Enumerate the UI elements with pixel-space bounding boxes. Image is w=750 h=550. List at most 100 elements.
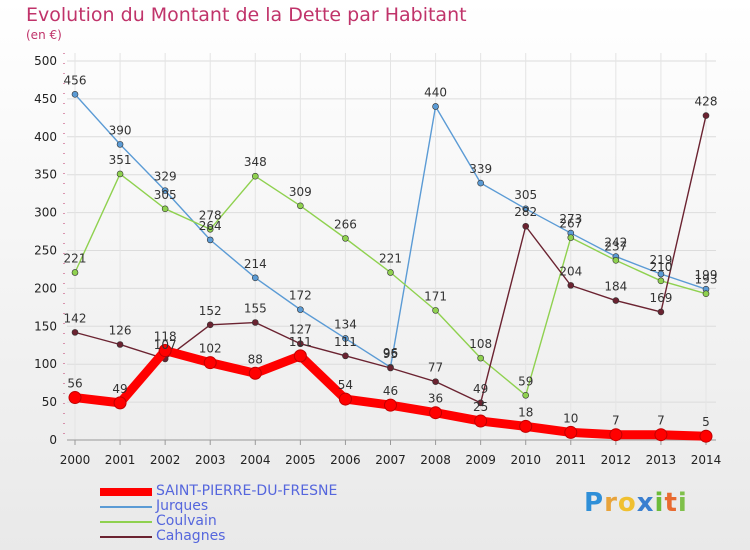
data-point-cahagnes [206, 321, 214, 329]
data-label-saint-pierre-du-fresne: 10 [563, 411, 578, 425]
y-tick-label: 50 [42, 395, 57, 409]
y-tick-label: 350 [34, 168, 57, 182]
data-label-jurques: 264 [199, 219, 222, 233]
data-point-jurques [71, 91, 79, 98]
data-label-jurques: 390 [109, 123, 132, 137]
y-tick-label: 450 [34, 92, 57, 106]
data-label-jurques: 305 [514, 188, 537, 202]
data-point-coulvain [567, 234, 575, 241]
data-label-coulvain: 351 [109, 153, 132, 167]
x-tick-label: 2005 [285, 453, 316, 467]
data-point-jurques [342, 335, 349, 342]
proxiti-logo: Proxiti [584, 488, 688, 518]
data-label-saint-pierre-du-fresne: 5 [702, 415, 710, 429]
data-label-cahagnes: 152 [199, 304, 222, 318]
y-tick-label: 150 [34, 319, 57, 333]
x-tick-label: 2008 [420, 453, 451, 467]
x-tick-label: 2000 [60, 453, 91, 467]
data-point-jurques [116, 141, 124, 148]
data-point-coulvain [161, 205, 169, 213]
data-point-cahagnes [657, 308, 665, 316]
data-label-saint-pierre-du-fresne: 56 [67, 377, 82, 391]
data-label-saint-pierre-du-fresne: 49 [112, 382, 127, 396]
grid [67, 53, 716, 441]
y-tick-label: 100 [34, 357, 57, 371]
data-label-coulvain: 309 [289, 185, 312, 199]
x-tick-label: 2010 [510, 453, 541, 467]
legend-swatch [100, 505, 152, 508]
data-point-coulvain [71, 269, 79, 276]
data-point-jurques [477, 179, 484, 187]
data-label-cahagnes: 204 [559, 264, 582, 278]
x-tick-label: 2014 [691, 453, 722, 467]
data-label-coulvain: 221 [64, 251, 87, 265]
data-label-jurques: 134 [334, 317, 357, 331]
legend-swatch [100, 520, 152, 523]
data-point-jurques [297, 306, 304, 313]
data-point-coulvain [702, 290, 710, 298]
data-label-jurques: 219 [649, 253, 672, 267]
data-point-saint-pierre-du-fresne [609, 428, 623, 442]
data-point-saint-pierre-du-fresne [203, 356, 217, 370]
data-label-jurques: 172 [289, 289, 312, 303]
data-point-jurques [161, 187, 169, 194]
data-label-coulvain: 210 [649, 260, 672, 274]
data-label-jurques: 199 [695, 268, 718, 282]
data-point-cahagnes [251, 319, 259, 326]
data-point-saint-pierre-du-fresne [293, 349, 307, 363]
data-point-jurques [206, 236, 214, 244]
data-label-jurques: 273 [559, 212, 582, 226]
data-label-saint-pierre-du-fresne: 46 [383, 384, 398, 398]
data-label-cahagnes: 184 [604, 280, 627, 294]
data-label-coulvain: 266 [334, 217, 357, 231]
data-label-cahagnes: 95 [383, 347, 398, 361]
axes: 0 50 100 150 200 250 300 350 400 450 500 2000 2001 20… [34, 53, 721, 467]
data-point-cahagnes [71, 329, 79, 336]
data-point-coulvain [342, 235, 349, 242]
data-label-saint-pierre-du-fresne: 25 [473, 400, 488, 414]
data-point-coulvain [251, 172, 259, 180]
data-label-coulvain: 267 [559, 217, 582, 231]
data-label-coulvain: 278 [199, 208, 222, 222]
data-point-coulvain [477, 354, 484, 362]
data-point-saint-pierre-du-fresne [429, 406, 443, 420]
x-tick-label: 2003 [195, 453, 226, 467]
data-label-coulvain: 171 [424, 289, 447, 303]
data-label-saint-pierre-du-fresne: 36 [428, 392, 443, 406]
legend-label: Coulvain [156, 513, 217, 529]
data-label-cahagnes: 169 [649, 291, 672, 305]
legend-swatch [100, 487, 152, 496]
data-label-cahagnes: 127 [289, 323, 312, 337]
data-point-coulvain [387, 269, 394, 276]
data-point-coulvain [116, 170, 124, 178]
chart-subtitle: (en €) [26, 28, 62, 42]
y-tick-label: 200 [34, 281, 57, 295]
data-label-saint-pierre-du-fresne: 118 [154, 330, 177, 344]
data-label-cahagnes: 107 [154, 338, 177, 352]
series [68, 91, 713, 443]
legend-label: SAINT-PIERRE-DU-FRESNE [156, 483, 338, 499]
data-label-jurques: 456 [64, 73, 87, 87]
x-tick-label: 2011 [556, 453, 587, 467]
data-point-saint-pierre-du-fresne [474, 414, 488, 428]
data-point-cahagnes [702, 112, 710, 119]
data-labels: 456 390 329 264 214 172 134 96 440 339 305 273 242 21… [64, 73, 718, 429]
data-point-saint-pierre-du-fresne [68, 391, 82, 405]
data-point-jurques [251, 274, 259, 282]
x-tick-label: 2004 [240, 453, 271, 467]
data-label-coulvain: 221 [379, 251, 402, 265]
data-label-cahagnes: 155 [244, 302, 267, 316]
data-label-coulvain: 193 [695, 273, 718, 287]
data-label-saint-pierre-du-fresne: 111 [289, 335, 312, 349]
chart-title: Evolution du Montant de la Dette par Hab… [26, 4, 467, 26]
data-label-coulvain: 108 [469, 337, 492, 351]
x-tick-label: 2009 [465, 453, 496, 467]
data-label-coulvain: 59 [518, 374, 533, 388]
x-tick-label: 2012 [601, 453, 632, 467]
data-point-coulvain [206, 225, 214, 233]
data-label-saint-pierre-du-fresne: 102 [199, 342, 222, 356]
legend-label: Cahagnes [156, 528, 226, 544]
legend-swatch [100, 535, 152, 538]
data-point-cahagnes [567, 282, 575, 289]
